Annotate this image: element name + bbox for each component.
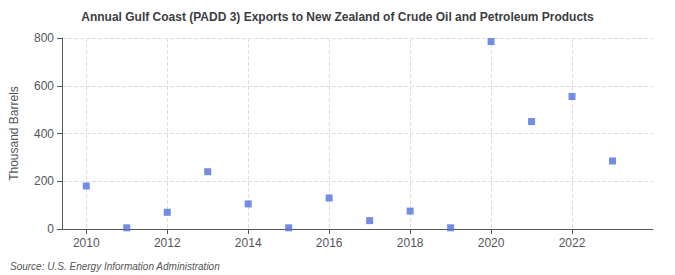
svg-text:800: 800	[34, 31, 54, 45]
svg-text:2012: 2012	[154, 236, 181, 250]
svg-text:200: 200	[34, 174, 54, 188]
svg-text:2022: 2022	[559, 236, 586, 250]
svg-text:600: 600	[34, 79, 54, 93]
svg-text:2018: 2018	[397, 236, 424, 250]
svg-text:Thousand Barrels: Thousand Barrels	[7, 86, 21, 181]
svg-text:2014: 2014	[235, 236, 262, 250]
svg-text:Source: U.S. Energy Informatio: Source: U.S. Energy Information Administ…	[10, 261, 220, 272]
svg-text:2020: 2020	[478, 236, 505, 250]
svg-text:400: 400	[34, 127, 54, 141]
svg-text:2010: 2010	[73, 236, 100, 250]
svg-text:0: 0	[47, 222, 54, 236]
svg-text:2016: 2016	[316, 236, 343, 250]
svg-text:Annual Gulf Coast (PADD 3) Exp: Annual Gulf Coast (PADD 3) Exports to Ne…	[81, 10, 594, 24]
